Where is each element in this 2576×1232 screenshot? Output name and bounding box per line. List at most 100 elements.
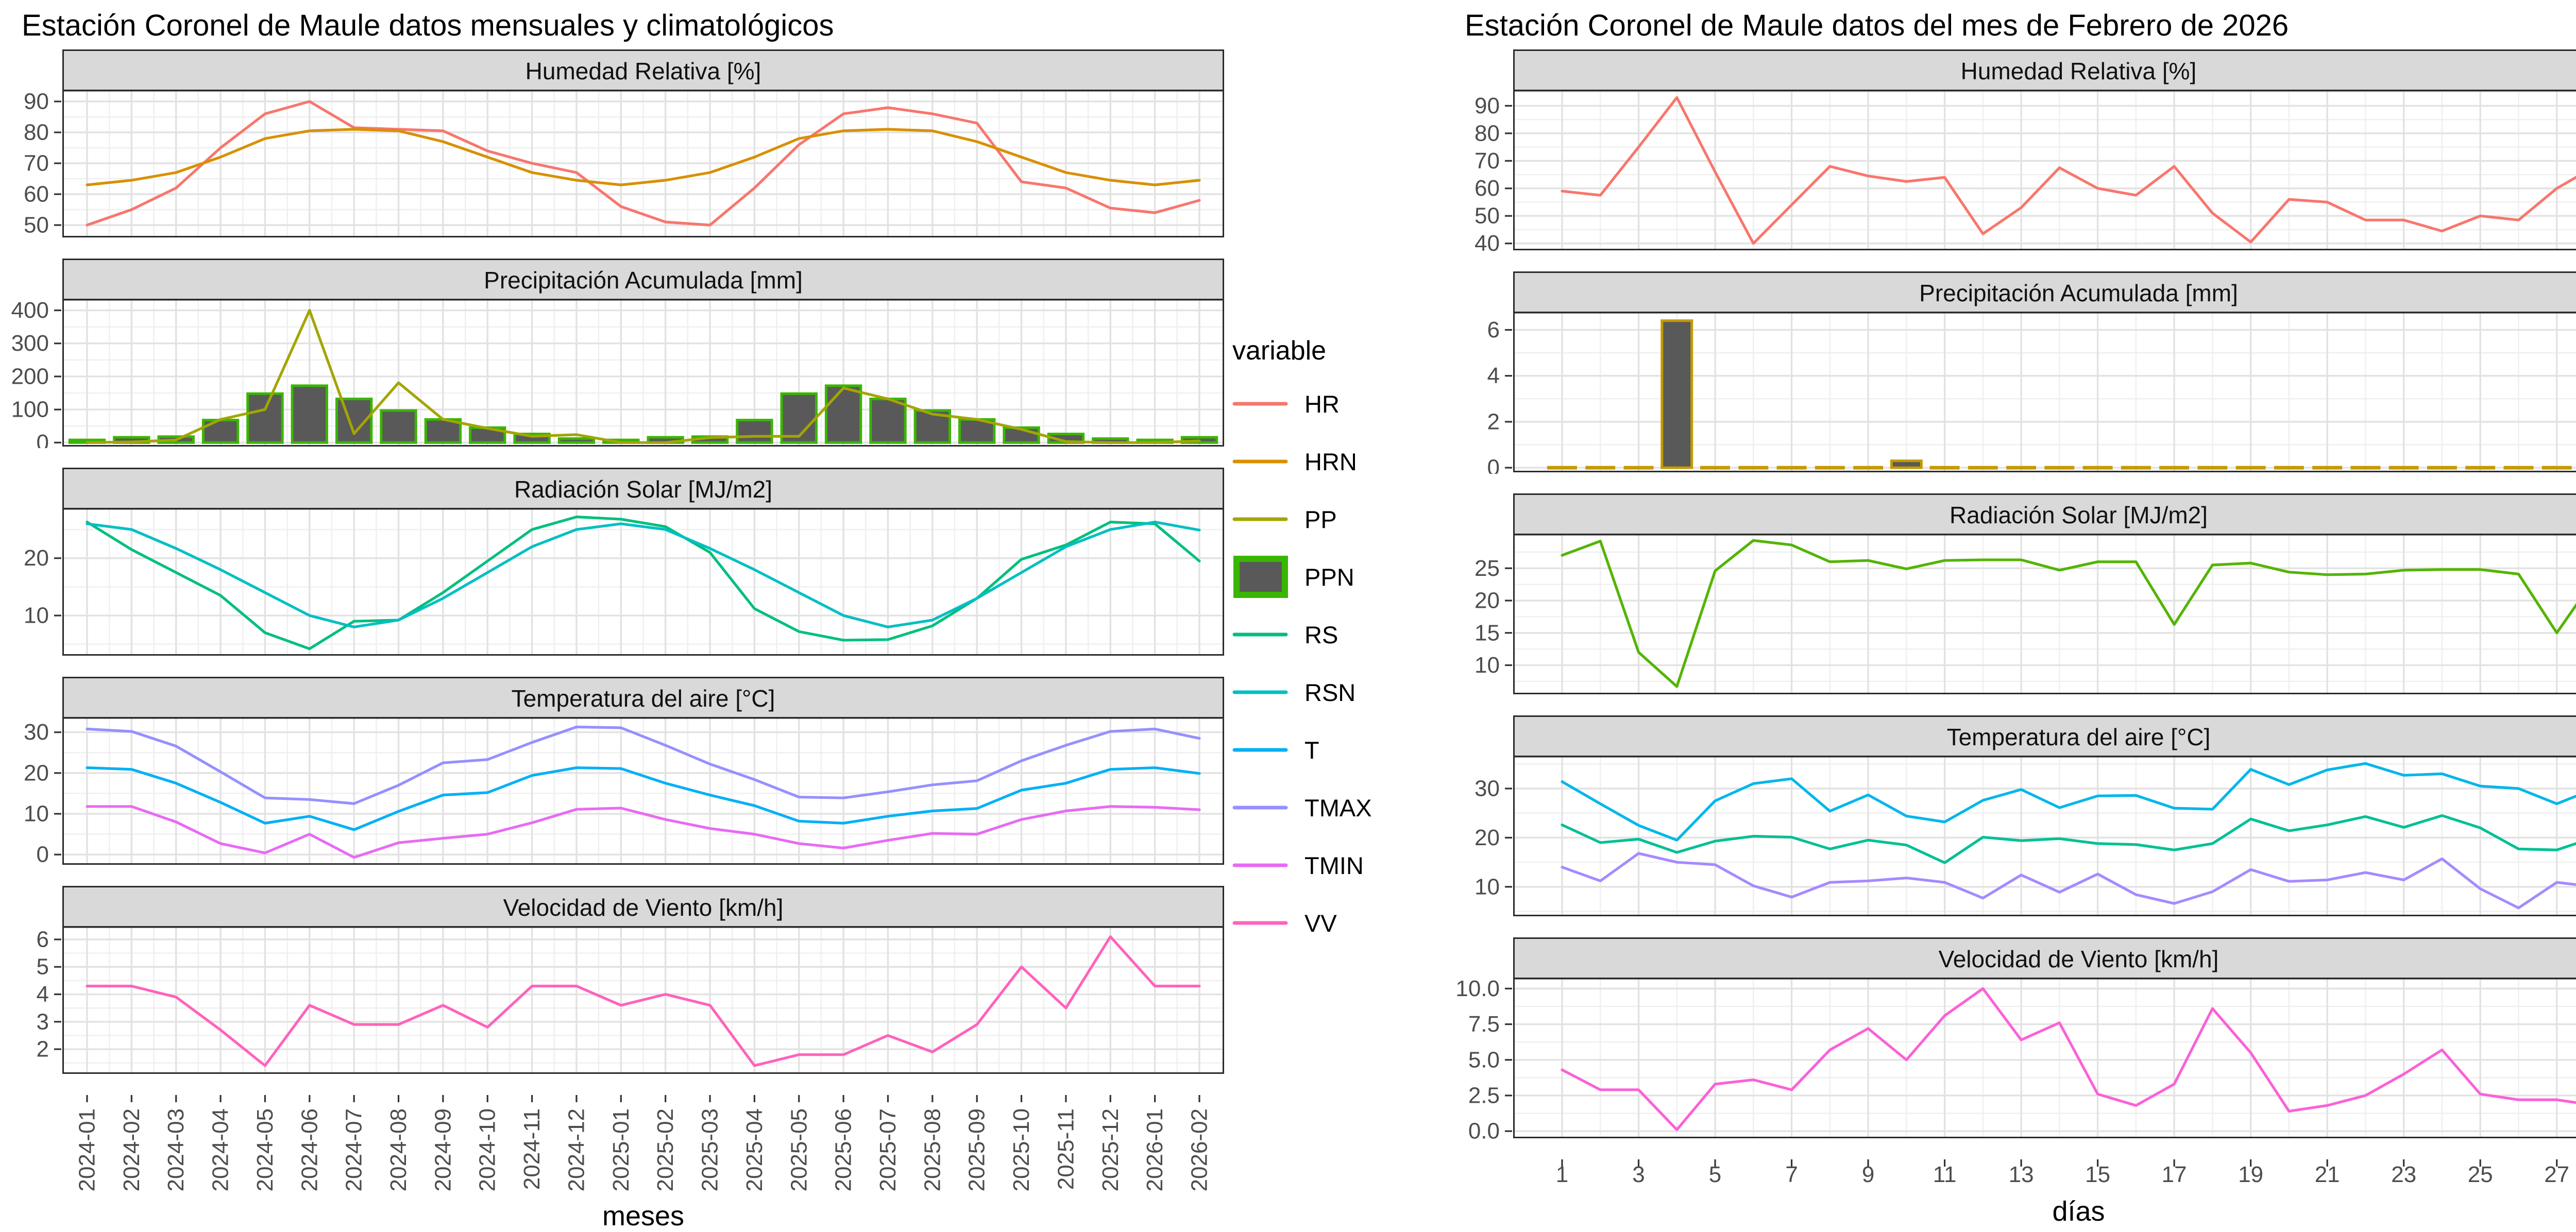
svg-text:2026-02: 2026-02 [1187, 1108, 1212, 1191]
legend-key-line-icon [1227, 669, 1293, 715]
legend-label: TMAX [1304, 794, 1372, 822]
legend-items: HR HRN PP PPN RS RSN T TMAX TMIN VV [1227, 381, 1397, 946]
panel-strip-title: Precipitación Acumulada [mm] [484, 267, 803, 294]
svg-text:70: 70 [1475, 148, 1500, 174]
panel-strip-title: Temperatura del aire [°C] [512, 685, 775, 712]
legend-item-TMAX: TMAX [1227, 784, 1397, 831]
svg-text:2.5: 2.5 [1468, 1083, 1500, 1108]
x-axis-title: días [1446, 1192, 2576, 1227]
svg-text:19: 19 [2238, 1162, 2263, 1187]
svg-text:300: 300 [11, 331, 49, 356]
legend-label: T [1304, 736, 1319, 764]
svg-text:90: 90 [24, 89, 49, 114]
legend-label: PP [1304, 505, 1337, 534]
svg-text:100: 100 [11, 397, 49, 422]
svg-text:2024-08: 2024-08 [386, 1108, 411, 1191]
svg-text:7.5: 7.5 [1468, 1012, 1500, 1037]
legend-label: RS [1304, 621, 1338, 649]
svg-text:2025-03: 2025-03 [698, 1108, 723, 1191]
svg-text:0: 0 [1487, 455, 1500, 474]
legend-item-TMIN: TMIN [1227, 842, 1397, 888]
plot-background [1513, 535, 2576, 694]
svg-text:30: 30 [24, 720, 49, 745]
figure-title-monthly: Estación Coronel de Maule datos mensuale… [3, 0, 1397, 49]
legend-monthly: variable HR HRN PP PPN RS RSN T TMAX TMIN VV [1227, 49, 1397, 1232]
svg-text:2: 2 [37, 1037, 49, 1062]
y-axis: 0.02.55.07.510.0 [1455, 976, 1512, 1140]
svg-text:10: 10 [24, 801, 49, 827]
svg-text:80: 80 [24, 120, 49, 145]
svg-text:10: 10 [1475, 874, 1500, 899]
svg-text:2024-02: 2024-02 [119, 1108, 144, 1191]
svg-text:80: 80 [1475, 121, 1500, 146]
legend-key-swatch-icon [1227, 554, 1293, 600]
svg-text:30: 30 [1475, 776, 1500, 801]
svg-text:11: 11 [1933, 1162, 1957, 1187]
plot-background [1513, 979, 2576, 1138]
plot-background [1513, 91, 2576, 250]
svg-text:10.0: 10.0 [1455, 976, 1500, 1001]
svg-text:60: 60 [24, 182, 49, 207]
svg-text:5: 5 [37, 954, 49, 980]
svg-text:2024-05: 2024-05 [252, 1108, 278, 1191]
svg-text:0.0: 0.0 [1468, 1119, 1500, 1140]
legend-item-PPN: PPN [1227, 554, 1397, 600]
legend-label: HRN [1304, 448, 1357, 476]
svg-text:2025-05: 2025-05 [786, 1108, 811, 1191]
svg-text:2025-06: 2025-06 [831, 1108, 856, 1191]
legend-key-line-icon [1227, 842, 1293, 888]
svg-text:0: 0 [37, 430, 49, 448]
legend-key-line-icon [1227, 438, 1293, 485]
svg-text:4: 4 [1487, 363, 1500, 388]
figure-monthly: Estación Coronel de Maule datos mensuale… [0, 0, 1397, 1200]
legend-label: VV [1304, 909, 1337, 937]
svg-text:2024-10: 2024-10 [475, 1108, 500, 1191]
legend-key-line-icon [1227, 496, 1293, 542]
legend-item-HRN: HRN [1227, 438, 1397, 485]
svg-text:50: 50 [1475, 203, 1500, 229]
svg-text:13: 13 [2009, 1162, 2034, 1187]
svg-text:2024-06: 2024-06 [297, 1108, 322, 1191]
svg-text:2024-11: 2024-11 [519, 1108, 545, 1190]
panel-strip-title: Temperatura del aire [°C] [1947, 724, 2211, 750]
svg-text:23: 23 [2391, 1162, 2416, 1187]
figure-daily: Estación Coronel de Maule datos del mes … [1397, 0, 2576, 1200]
svg-text:200: 200 [11, 364, 49, 389]
svg-text:17: 17 [2162, 1162, 2187, 1187]
climate-dashboard: { "style": { "strip_bg": "#D9D9D9", "pan… [0, 0, 2576, 1200]
x-axis-title: meses [3, 1197, 1224, 1232]
svg-text:2024-12: 2024-12 [564, 1108, 589, 1191]
panel-strip-title: Velocidad de Viento [km/h] [1939, 946, 2219, 972]
svg-text:60: 60 [1475, 176, 1500, 201]
legend-title: variable [1227, 335, 1397, 366]
svg-text:2024-01: 2024-01 [75, 1108, 100, 1191]
svg-text:2025-12: 2025-12 [1098, 1108, 1123, 1191]
svg-text:2025-08: 2025-08 [920, 1108, 945, 1191]
svg-text:6: 6 [1487, 317, 1500, 343]
legend-label: RSN [1304, 678, 1355, 707]
svg-text:9: 9 [1862, 1162, 1874, 1187]
svg-text:5: 5 [1709, 1162, 1721, 1187]
legend-label: HR [1304, 390, 1340, 418]
legend-label: TMIN [1304, 851, 1364, 880]
svg-text:2024-03: 2024-03 [163, 1108, 189, 1191]
svg-text:2025-04: 2025-04 [742, 1108, 767, 1191]
svg-text:20: 20 [24, 760, 49, 785]
svg-text:40: 40 [1475, 231, 1500, 252]
